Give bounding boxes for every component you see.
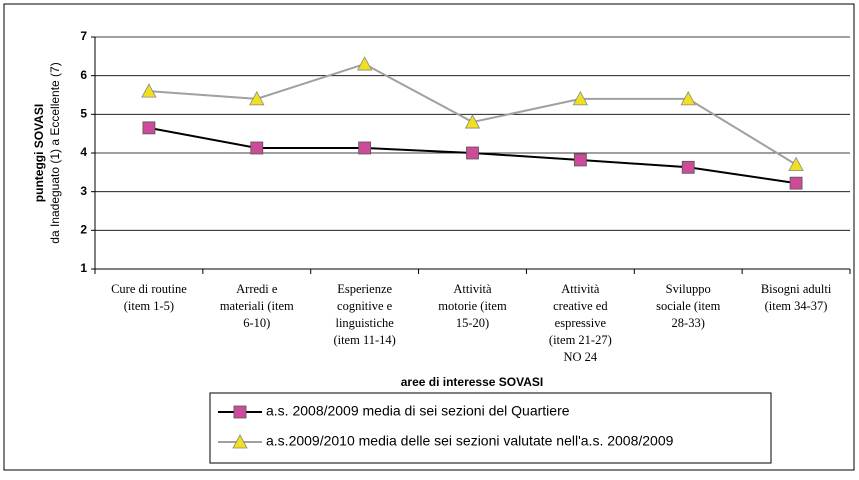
legend-label: a.s. 2008/2009 media di sei sezioni del … — [266, 403, 570, 419]
chart-border — [3, 3, 855, 471]
x-tick-label: Bisogni adulti — [761, 282, 832, 296]
x-tick-label: motorie (item — [438, 299, 507, 313]
marker — [573, 153, 587, 167]
y-tick-label: 3 — [80, 184, 87, 198]
marker — [232, 434, 248, 449]
marker — [250, 141, 264, 155]
marker — [788, 156, 804, 172]
x-tick-label: (item 34-37) — [765, 299, 828, 313]
x-tick-label: NO 24 — [564, 350, 598, 364]
marker — [464, 114, 481, 129]
y-tick-label: 7 — [80, 29, 87, 43]
x-tick-label: espressive — [555, 316, 607, 330]
marker — [142, 121, 156, 135]
y-label: punteggi SOVASI — [32, 104, 46, 202]
x-tick-label: Sviluppo — [666, 282, 711, 296]
y-tick-label: 4 — [80, 145, 87, 159]
x-tick-label: linguistiche — [335, 316, 394, 330]
y-tick-label: 6 — [80, 68, 87, 82]
marker — [789, 176, 803, 190]
marker — [141, 83, 157, 98]
x-label: aree di interesse SOVASI — [401, 375, 544, 389]
x-tick-label: creative ed — [553, 299, 608, 313]
marker — [572, 91, 589, 106]
x-tick-label: Attività — [561, 282, 600, 296]
marker — [249, 91, 265, 106]
legend-label: a.s.2009/2010 media delle sei sezioni va… — [266, 433, 674, 449]
marker — [356, 56, 373, 71]
marker — [681, 160, 695, 174]
marker — [680, 91, 696, 106]
x-tick-label: Attività — [453, 282, 492, 296]
x-tick-label: 6-10) — [243, 316, 270, 330]
x-tick-label: Esperienze — [337, 282, 392, 296]
y-tick-label: 1 — [80, 261, 87, 275]
y-tick-label: 2 — [80, 223, 87, 237]
x-tick-label: 28-33) — [672, 316, 705, 330]
x-tick-label: (item 1-5) — [124, 299, 174, 313]
marker — [233, 405, 247, 419]
x-tick-label: 15-20) — [456, 316, 489, 330]
x-tick-label: (item 21-27) — [549, 333, 612, 347]
x-tick-label: Cure di routine — [111, 282, 187, 296]
x-tick-label: Arredi e — [236, 282, 278, 296]
y-label: da Inadeguato (1) a Eccellente (7) — [48, 62, 62, 243]
x-tick-label: cognitive e — [337, 299, 393, 313]
legend-box — [209, 392, 772, 464]
x-tick-label: materiali (item — [220, 299, 294, 313]
y-tick-label: 5 — [80, 107, 87, 121]
x-tick-label: sociale (item — [656, 299, 720, 313]
x-tick-label: (item 11-14) — [333, 333, 395, 347]
marker — [466, 146, 479, 160]
marker — [358, 141, 372, 155]
